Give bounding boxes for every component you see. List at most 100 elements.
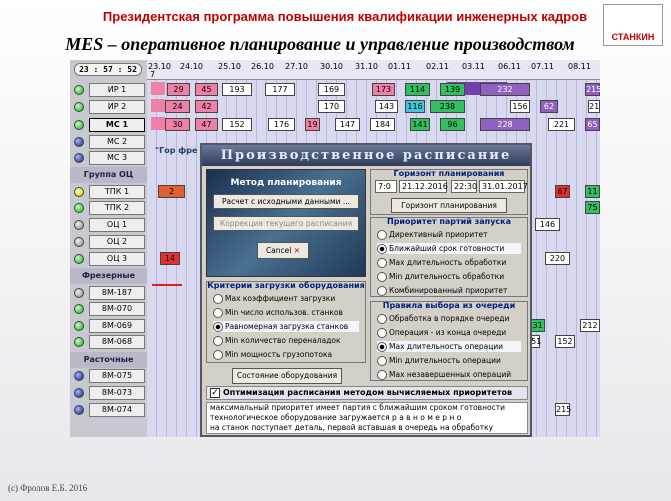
gantt-bar: 30	[165, 118, 190, 131]
gantt-bar: 173	[372, 83, 395, 96]
machine-button[interactable]: ТПК 2	[89, 201, 145, 215]
summary-line: технологическое оборудование загружается…	[210, 413, 462, 422]
bar	[151, 99, 165, 112]
date-label: 01.11	[388, 62, 411, 71]
machine-button[interactable]: ОЦ 1	[89, 218, 145, 232]
machine-row: ОЦ 1	[70, 217, 147, 233]
machine-button[interactable]: 8М-069	[89, 319, 145, 333]
group-title: Критерии загрузки оборудования	[207, 281, 365, 290]
radio-option[interactable]: Комбинированный приоритет	[377, 285, 521, 296]
status-led	[74, 220, 84, 230]
cancel-button[interactable]: Cancel ✕	[257, 242, 309, 259]
gantt-bar: 42	[195, 100, 218, 113]
machine-row: 8М-070	[70, 301, 147, 317]
machine-row: ОЦ 2	[70, 234, 147, 250]
status-led	[74, 288, 84, 298]
machine-button[interactable]: 8М-073	[89, 386, 145, 400]
machine-button[interactable]: 8М-068	[89, 335, 145, 349]
machine-row: ОЦ 3	[70, 251, 147, 267]
gantt-bar: 116	[405, 100, 425, 113]
radio-option[interactable]: Max незавершенных операций	[377, 369, 521, 380]
date-label: 07.11	[531, 62, 554, 71]
status-led	[74, 321, 84, 331]
date-label: 27.10	[285, 62, 308, 71]
radio-option[interactable]: Равномерная загрузка станков	[213, 321, 359, 332]
date-label: 26.10	[251, 62, 274, 71]
machine-row: 8М-073	[70, 385, 147, 401]
machine-row: МС 2	[70, 134, 147, 150]
machine-button[interactable]: 8М-187	[89, 286, 145, 300]
status-led	[74, 237, 84, 247]
gantt-bar: 169	[318, 83, 345, 96]
state-button[interactable]: Состояние оборудования	[232, 368, 342, 384]
radio-option[interactable]: Max длительность обработки	[377, 257, 521, 268]
machine-button[interactable]: ОЦ 3	[89, 252, 145, 266]
date-label: 30.10	[320, 62, 343, 71]
machine-button[interactable]: 8М-075	[89, 369, 145, 383]
correct-button[interactable]: Коррекция текущего расписания	[213, 216, 359, 231]
machine-button[interactable]: 8М-074	[89, 403, 145, 417]
radio-option[interactable]: Max длительность операции	[377, 341, 521, 352]
gantt-bar: 152	[222, 118, 252, 131]
radio-option[interactable]: Ближайший срок готовности	[377, 243, 521, 254]
radio-option[interactable]: Min число использов. станков	[213, 307, 359, 318]
horizon-button[interactable]: Горизонт планирования	[391, 198, 507, 213]
machine-button[interactable]: ИР 2	[89, 100, 145, 114]
arrow	[152, 284, 182, 286]
machine-row: ИР 2	[70, 99, 147, 115]
machine-row: 8М-074	[70, 402, 147, 418]
machine-button[interactable]: МС 2	[89, 135, 145, 149]
machine-button[interactable]: ОЦ 2	[89, 235, 145, 249]
machine-button[interactable]: МС 3	[89, 151, 145, 165]
date-header: 7 23.10 24.10 25.10 26.10 27.10 30.10 31.10 01.…	[147, 60, 600, 80]
calc-button[interactable]: Расчет с исходными данными ...	[213, 194, 359, 209]
status-led	[74, 187, 84, 197]
app-window: "Гор фре 29 45 193 177 169 173 114 139 232 215 24 4…	[70, 60, 600, 437]
status-led	[74, 304, 84, 314]
machine-row: ТПК 1	[70, 184, 147, 200]
radio-option[interactable]: Min длительность операции	[377, 355, 521, 366]
date-label: 25.10	[218, 62, 241, 71]
queue-rules: Правила выбора из очереди Обработка в по…	[370, 301, 528, 381]
gantt-bar: 220	[545, 252, 570, 265]
logo: СТАНКИН	[603, 4, 663, 46]
gantt-bar: 232	[480, 83, 530, 96]
end-date[interactable]: 31.01.2017	[479, 180, 528, 193]
radio-option[interactable]: Операция - из конца очереди	[377, 327, 521, 338]
gantt-bar: 139	[440, 83, 465, 96]
machine-row: 8М-069	[70, 318, 147, 334]
radio-option[interactable]: Max коэффициент загрузки	[213, 293, 359, 304]
priority: Приоритет партий запуска Директивный при…	[370, 217, 528, 297]
end-time[interactable]: 22:30	[451, 180, 477, 193]
summary-line: на станок поступает деталь, первой встав…	[210, 423, 494, 432]
gantt-bar: 11	[585, 185, 600, 198]
date-label: 02.11	[426, 62, 449, 71]
date-label: 03.11	[462, 62, 485, 71]
radio-option[interactable]: Директивный приоритет	[377, 229, 521, 240]
clock[interactable]: 23 : 57 : 52	[74, 63, 142, 76]
start-date[interactable]: 21.12.2016	[399, 180, 448, 193]
gantt-bar: 62	[540, 100, 558, 113]
radio-option[interactable]: Min мощность грузопотока	[213, 349, 359, 360]
status-led	[74, 102, 84, 112]
status-led	[74, 254, 84, 264]
gantt-bar: 75	[585, 201, 600, 214]
radio-option[interactable]: Min длительность обработки	[377, 271, 521, 282]
machine-row: 8М-187	[70, 285, 147, 301]
machine-button[interactable]: МС 1	[89, 118, 145, 132]
radio-option[interactable]: Min количество переналадок	[213, 335, 359, 346]
gantt-bar: 215	[585, 83, 600, 96]
optimization-checkbox[interactable]: ✓ Оптимизация расписания методом вычисля…	[206, 386, 528, 400]
date-label: 06.11	[498, 62, 521, 71]
gantt-bar: 146	[535, 218, 560, 231]
gantt-bar: 218	[588, 100, 600, 113]
machine-button[interactable]: ИР 1	[89, 83, 145, 97]
machine-button[interactable]: 8М-070	[89, 302, 145, 316]
gantt-bar: 96	[440, 118, 465, 131]
date-label: 24.10	[180, 62, 203, 71]
machine-button[interactable]: ТПК 1	[89, 185, 145, 199]
status-led	[74, 405, 84, 415]
radio-option[interactable]: Обработка в порядке очереди	[377, 313, 521, 324]
start-time[interactable]: 7:0	[375, 180, 397, 193]
